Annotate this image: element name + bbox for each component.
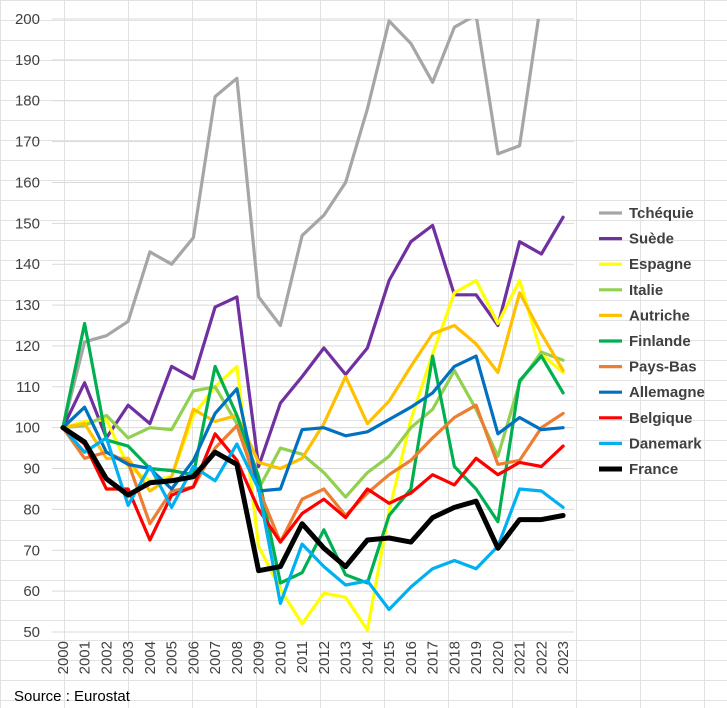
series-line-finlande <box>61 321 565 585</box>
x-tick-label: 2003 <box>120 641 137 674</box>
x-tick-label: 2018 <box>446 641 463 674</box>
x-tick-label: 2006 <box>185 641 202 674</box>
series-line-allemagne <box>61 354 565 493</box>
series-line-espagne <box>61 278 565 632</box>
y-tick-label: 180 <box>15 93 40 110</box>
series-line-su-de <box>61 215 565 469</box>
y-tick-label: 150 <box>15 215 40 232</box>
series-line-danemark <box>61 426 565 612</box>
series-line-france <box>60 425 566 574</box>
x-tick-label: 2005 <box>164 641 181 674</box>
x-tick-label: 2017 <box>425 641 442 674</box>
y-tick-label: 50 <box>23 624 40 641</box>
x-tick-label: 2021 <box>512 641 529 674</box>
y-tick-label: 110 <box>16 379 40 396</box>
y-tick-label: 60 <box>23 583 40 600</box>
x-tick-label: 2020 <box>490 641 507 674</box>
legend-label: Pays-Bas <box>629 359 697 376</box>
legend-label: Finlande <box>629 333 691 350</box>
y-tick-label: 90 <box>23 461 40 478</box>
x-tick-label: 2023 <box>555 641 572 674</box>
y-tick-label: 140 <box>15 256 40 273</box>
y-tick-label: 120 <box>15 338 40 355</box>
x-tick-label: 2014 <box>359 641 376 674</box>
legend-label: Danemark <box>629 435 702 452</box>
legend-label: Espagne <box>629 256 692 273</box>
legend-label: Belgique <box>629 410 692 427</box>
x-tick-label: 2004 <box>142 641 159 674</box>
y-tick-label: 70 <box>23 542 40 559</box>
x-tick-label: 2009 <box>251 641 268 674</box>
y-tick-label: 130 <box>15 297 40 314</box>
x-tick-label: 2010 <box>272 641 289 674</box>
legend-label: France <box>629 461 678 478</box>
x-axis-ticks: 2000 2001 2002 2003 2004 2005 2006 2007 2008 2009… <box>55 641 572 674</box>
legend-label: Italie <box>629 282 663 299</box>
y-tick-label: 200 <box>15 11 40 28</box>
x-tick-label: 2019 <box>468 641 485 674</box>
legend-label: Autriche <box>629 307 690 324</box>
x-tick-label: 2012 <box>316 641 333 674</box>
legend-label: Tchéquie <box>629 205 694 222</box>
x-tick-label: 2016 <box>403 641 420 674</box>
x-tick-label: 2007 <box>207 641 224 674</box>
source-note: Source : Eurostat <box>14 688 130 705</box>
x-tick-label: 2000 <box>55 641 72 674</box>
chart-series-lines <box>60 19 566 632</box>
series-line-tch-quie <box>61 19 540 430</box>
chart-legend: Tchéquie Suède Espagne Italie Autriche Finlan… <box>599 205 705 478</box>
series-line-pays-bas <box>61 403 565 544</box>
x-tick-label: 2022 <box>533 641 550 674</box>
y-tick-label: 80 <box>23 501 40 518</box>
x-tick-label: 2001 <box>77 641 94 674</box>
x-tick-label: 2013 <box>338 641 355 674</box>
y-tick-label: 100 <box>15 420 40 437</box>
legend-label: Allemagne <box>629 384 705 401</box>
y-tick-label: 160 <box>15 174 40 191</box>
y-axis-ticks: 50 60 70 80 90 100 110 120 130 140 150 160 170 180 190… <box>15 11 40 641</box>
x-tick-label: 2002 <box>98 641 115 674</box>
x-tick-label: 2011 <box>294 641 311 673</box>
x-tick-label: 2008 <box>229 641 246 674</box>
legend-label: Suède <box>629 231 674 248</box>
series-line-belgique <box>61 426 565 544</box>
y-tick-label: 190 <box>15 52 40 69</box>
y-tick-label: 170 <box>15 134 40 151</box>
x-tick-label: 2015 <box>381 641 398 674</box>
series-line-autriche <box>61 291 565 493</box>
